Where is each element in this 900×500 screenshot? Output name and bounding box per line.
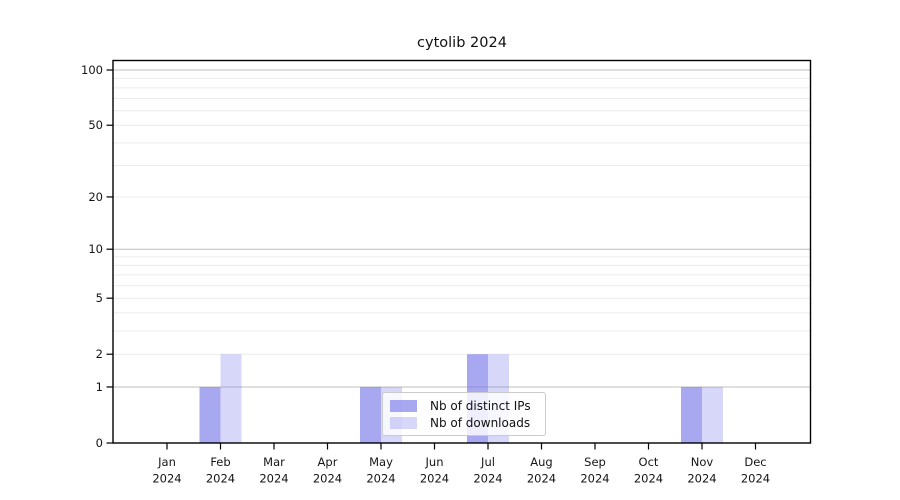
y-tick-label: 1 <box>96 380 103 394</box>
x-tick-label-year: 2024 <box>634 472 663 486</box>
x-tick-label-month: Oct <box>639 455 659 469</box>
x-tick-label-month: Sep <box>584 455 606 469</box>
y-tick-label: 10 <box>88 242 103 256</box>
x-tick-label-month: Jan <box>157 455 176 469</box>
x-tick-label-month: May <box>369 455 393 469</box>
x-tick-label-year: 2024 <box>687 472 716 486</box>
x-tick-label-month: Nov <box>691 455 714 469</box>
x-tick-label-year: 2024 <box>259 472 288 486</box>
y-tick-label: 20 <box>88 190 103 204</box>
y-tick-label: 50 <box>88 118 103 132</box>
x-tick-label-month: Aug <box>530 455 552 469</box>
x-tick-label-year: 2024 <box>420 472 449 486</box>
legend-label-distinct-ips: Nb of distinct IPs <box>430 398 531 413</box>
x-tick-label-month: Mar <box>263 455 285 469</box>
chart-title: cytolib 2024 <box>417 35 507 51</box>
bar-downloads-feb <box>220 354 242 443</box>
x-tick-label-year: 2024 <box>313 472 342 486</box>
axes-spines <box>112 59 812 444</box>
x-tick-label-month: Jul <box>480 455 495 469</box>
x-tick-label-year: 2024 <box>527 472 556 486</box>
legend-label-downloads: Nb of downloads <box>430 415 531 430</box>
x-tick-label-year: 2024 <box>152 472 181 486</box>
legend-item-distinct-ips: Nb of distinct IPs <box>390 398 537 413</box>
x-tick-label-month: Jun <box>425 455 444 469</box>
y-tick-label: 2 <box>96 347 103 361</box>
y-tick-label: 0 <box>96 436 103 450</box>
x-tick-label-year: 2024 <box>206 472 235 486</box>
x-tick-label-year: 2024 <box>366 472 395 486</box>
x-tick-label-year: 2024 <box>580 472 609 486</box>
legend-item-downloads: Nb of downloads <box>390 415 537 430</box>
legend: Nb of distinct IPs Nb of downloads <box>382 392 546 436</box>
x-tick-label-year: 2024 <box>473 472 502 486</box>
bar-distinct-ips-nov <box>681 386 702 443</box>
x-tick-label-month: Apr <box>318 455 338 469</box>
x-tick-label-year: 2024 <box>741 472 770 486</box>
x-tick-label-month: Feb <box>210 455 230 469</box>
x-tick-label-month: Dec <box>744 455 766 469</box>
y-tick-label: 5 <box>96 291 103 305</box>
legend-swatch-distinct-ips-icon <box>390 399 417 412</box>
legend-swatch-downloads-icon <box>390 416 417 429</box>
bar-distinct-ips-feb <box>199 386 221 443</box>
y-tick-label: 100 <box>81 63 103 77</box>
bar-distinct-ips-may <box>360 386 381 443</box>
bar-downloads-nov <box>702 386 723 443</box>
